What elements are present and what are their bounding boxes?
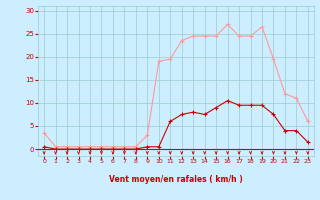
X-axis label: Vent moyen/en rafales ( km/h ): Vent moyen/en rafales ( km/h ) xyxy=(109,175,243,184)
